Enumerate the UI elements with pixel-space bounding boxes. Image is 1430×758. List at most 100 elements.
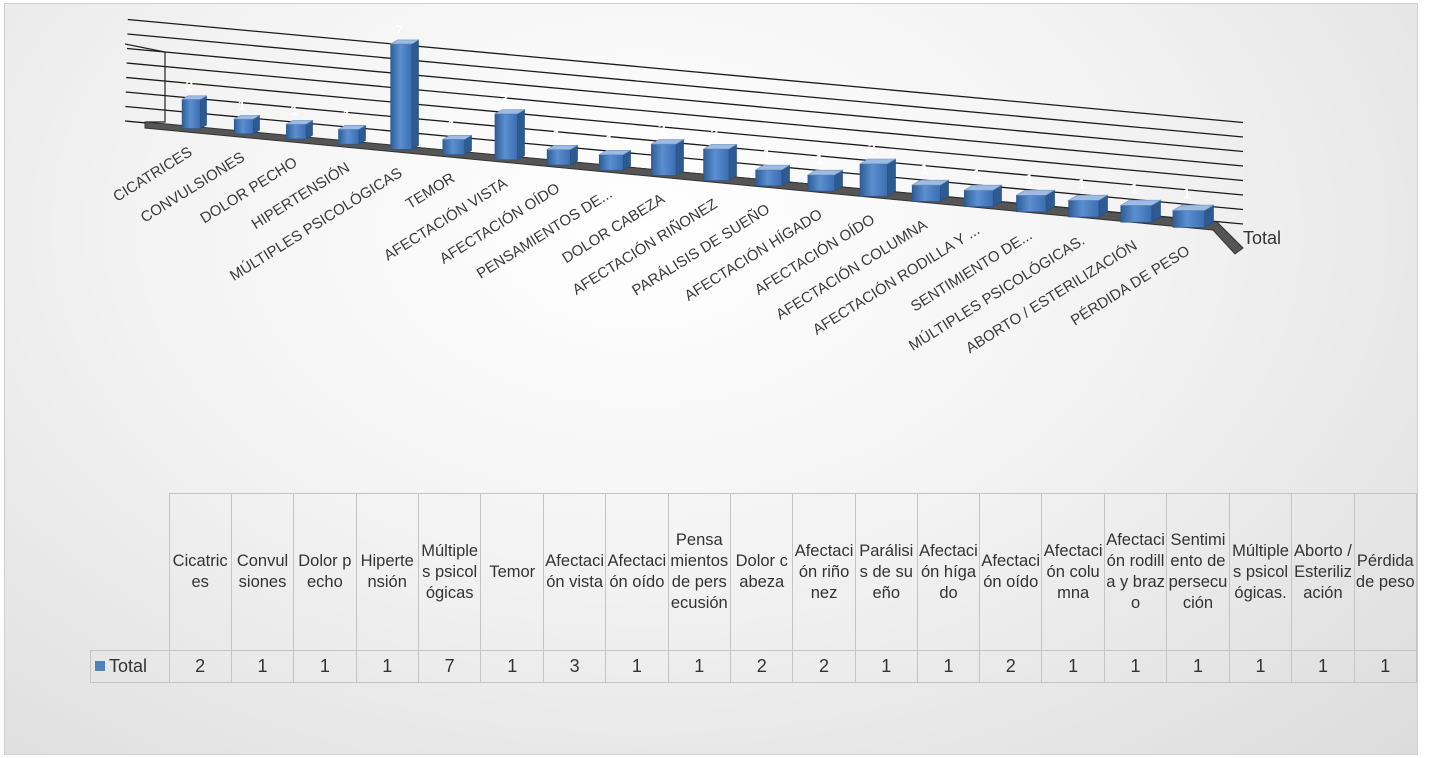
- table-cell: 1: [1228, 650, 1293, 683]
- data-label: 2: [185, 77, 193, 93]
- bar-9: 1: [598, 131, 632, 171]
- table-header-cell: Temor: [480, 493, 545, 651]
- bar-16: 1: [963, 166, 1003, 208]
- table-cell: 2: [730, 650, 794, 683]
- data-label: 1: [448, 117, 456, 133]
- table-cell: 1: [230, 650, 295, 683]
- data-label: 1: [920, 161, 928, 177]
- table-cell: 1: [1291, 650, 1355, 683]
- table-cell: 2: [979, 650, 1043, 683]
- table-cell: 1: [854, 650, 918, 683]
- data-label: 1: [973, 166, 981, 182]
- data-label: 2: [710, 125, 718, 141]
- table-header-row: Cicatrices Convulsiones Dolor pecho Hiperte…: [90, 493, 1418, 651]
- data-label: 2: [658, 121, 666, 137]
- table-cell: 3: [543, 650, 607, 683]
- table-cell: 2: [168, 650, 232, 683]
- data-label: 1: [815, 151, 823, 167]
- bar-14: 2: [858, 140, 897, 197]
- table-header-cell: Convulsiones: [230, 493, 295, 651]
- table-cell: 7: [417, 650, 482, 683]
- data-label: 3: [500, 91, 508, 107]
- bar-2: 1: [233, 97, 261, 135]
- bar-3: 1: [285, 102, 314, 140]
- legend-key: [95, 661, 105, 671]
- data-label: 1: [763, 146, 771, 162]
- table-header-cell: Cicatrices: [168, 493, 232, 651]
- bar-18: 1: [1067, 176, 1109, 218]
- bar-15: 1: [911, 161, 950, 202]
- data-label: 1: [290, 102, 298, 118]
- table-header-cell: Dolor pecho: [293, 493, 357, 651]
- data-label: 1: [553, 126, 561, 142]
- bar-12: 1: [754, 146, 791, 187]
- table-header-cell: Afectación columna: [1041, 493, 1105, 651]
- data-table: Cicatrices Convulsiones Dolor pecho Hiperte…: [90, 493, 1418, 683]
- table-header-cell: Pérdida de peso: [1353, 493, 1418, 651]
- data-label: 1: [238, 97, 246, 113]
- bar-5: 7: [389, 21, 420, 150]
- gridline: [127, 33, 1244, 138]
- table-header-cell: Afectación hígado: [916, 493, 981, 651]
- table-cell: 1: [916, 650, 981, 683]
- table-cell: 1: [480, 650, 545, 683]
- bar-10: 2: [650, 121, 685, 176]
- bar-7: 3: [493, 91, 526, 161]
- bar-4: 1: [337, 107, 367, 145]
- bar-13: 1: [806, 151, 844, 192]
- legend-label: Total: [109, 656, 148, 676]
- table-header-cell: Afectación vista: [543, 493, 607, 651]
- bar-11: 2: [702, 125, 738, 182]
- gridline: [126, 47, 1244, 153]
- gridline: [127, 18, 1244, 124]
- bar-1: 2: [180, 77, 208, 130]
- gridline: [125, 91, 1244, 196]
- series-axis-label: Total: [1243, 228, 1281, 248]
- table-header-cell: Afectación riñonez: [792, 493, 856, 651]
- table-header-cell: Afectación oído: [605, 493, 669, 651]
- table-cell: 1: [1041, 650, 1105, 683]
- data-label: 1: [1183, 186, 1191, 202]
- table-cell: 1: [293, 650, 357, 683]
- data-label: 7: [395, 21, 403, 37]
- table-cell: 1: [667, 650, 732, 683]
- table-cell: 2: [792, 650, 856, 683]
- table-cell: 1: [355, 650, 419, 683]
- floor-edge: [144, 121, 1244, 255]
- table-corner: [90, 493, 170, 651]
- table-header-cell: Hipertensión: [355, 493, 419, 651]
- table-cell: 1: [605, 650, 669, 683]
- bar-17: 1: [1015, 171, 1056, 213]
- data-label: 1: [1130, 181, 1138, 197]
- data-label: 1: [343, 107, 351, 123]
- bar-6: 1: [441, 117, 473, 156]
- table-header-cell: Múltiples psicológicas: [417, 493, 482, 651]
- table-cell: 1: [1166, 650, 1230, 683]
- left-wall: [124, 43, 166, 123]
- legend-entry-total: Total: [90, 650, 170, 683]
- data-label: 2: [868, 140, 876, 156]
- bar-20: 1: [1171, 186, 1215, 228]
- table-header-cell: Parálisis de sueño: [854, 493, 918, 651]
- table-cell: 1: [1103, 650, 1168, 683]
- data-label: 1: [1078, 176, 1086, 192]
- table-header-cell: Dolor cabeza: [730, 493, 794, 651]
- gridline: [126, 76, 1244, 182]
- data-label: 1: [605, 131, 613, 147]
- bar-19: 1: [1119, 181, 1162, 223]
- table-header-cell: Afectación rodilla y brazo: [1103, 493, 1168, 651]
- bar-8: 1: [546, 126, 579, 166]
- table-header-cell: Afectación oído: [979, 493, 1043, 651]
- table-cell: 1: [1353, 650, 1418, 683]
- gridline: [126, 62, 1244, 167]
- category-label: CONVULSIONES: [138, 149, 248, 227]
- data-label: 1: [1025, 171, 1033, 187]
- table-header-cell: Pensamientos de persecusión: [667, 493, 732, 651]
- table-header-cell: Múltiples psicológicas.: [1228, 493, 1293, 651]
- table-header-cell: Aborto / Esterilización: [1291, 493, 1355, 651]
- table-header-cell: Sentimiento de persecución: [1166, 493, 1230, 651]
